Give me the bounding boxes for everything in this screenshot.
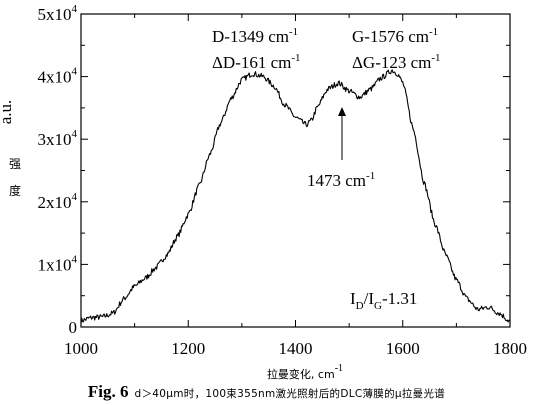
y-tick-label: 5x104: [38, 3, 78, 24]
figure-caption-text: d＞40μm时，100束355nm激光照射后的DLC薄膜的μ拉曼光谱: [134, 388, 446, 400]
g-band-width-label: ΔG-123 cm-1: [352, 52, 441, 72]
figure-number: Fig. 6: [87, 382, 129, 401]
tick-labels: 1000 1200 1400 1600 1800 0 1x104 2x104 3x104 4x10…: [38, 3, 528, 358]
x-tick-label: 1600: [386, 339, 420, 358]
x-axis-label: 拉曼变化, cm-1: [267, 363, 343, 381]
y-axis-label-char-1: 强: [9, 157, 21, 171]
y-tick-label: 4x104: [38, 66, 78, 87]
x-tick-label: 1000: [64, 339, 98, 358]
y-axis-label-char-2: 度: [9, 183, 21, 198]
mid-peak-label: 1473 cm-1: [307, 170, 375, 190]
x-tick-label: 1200: [171, 339, 205, 358]
y-tick-label: 1x104: [38, 253, 78, 274]
x-tick-label: 1800: [493, 339, 527, 358]
y-tick-label: 3x104: [38, 128, 78, 149]
spectrum-line: [80, 69, 511, 324]
intensity-ratio-label: ID/IG-1.31: [350, 289, 417, 312]
y-tick-label: 0: [69, 318, 78, 337]
y-tick-label: 2x104: [38, 191, 78, 212]
figure-caption: Fig. 6 d＞40μm时，100束355nm激光照射后的DLC薄膜的μ拉曼光谱: [0, 382, 533, 404]
axis-ticks: [80, 13, 511, 328]
peak-arrow-head: [338, 107, 346, 116]
d-band-position-label: D-1349 cm-1: [212, 26, 298, 46]
d-band-width-label: ΔD-161 cm-1: [212, 52, 301, 72]
g-band-position-label: G-1576 cm-1: [352, 26, 438, 46]
x-tick-label: 1400: [279, 339, 313, 358]
y-axis-unit-label: a.u.: [0, 100, 15, 125]
